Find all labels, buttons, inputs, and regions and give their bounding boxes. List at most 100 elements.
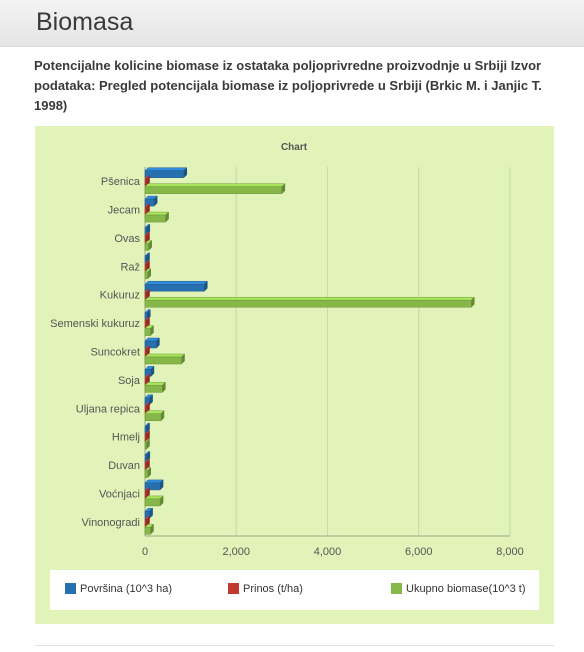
bar (144, 479, 164, 491)
category-label: Hmelj (112, 432, 140, 444)
bar (144, 515, 151, 527)
bar-front-face (144, 405, 147, 414)
category-label: Duvan (108, 460, 140, 472)
bar-top-face (144, 280, 208, 285)
bar (144, 337, 161, 349)
bar (144, 487, 151, 499)
bar (144, 203, 151, 215)
bar-front-face (144, 271, 148, 280)
bar-front-face (144, 490, 147, 499)
x-tick-label: 6,000 (405, 546, 433, 558)
bar (144, 252, 151, 264)
bar-front-face (144, 186, 283, 194)
bar-top-face (144, 167, 188, 171)
bar (144, 495, 164, 507)
bar-front-face (144, 356, 182, 365)
x-tick-label: 2,000 (222, 546, 250, 558)
category-label: Uljana repica (76, 403, 141, 415)
category-label: Vinonogradi (81, 517, 140, 529)
x-tick-label: 0 (142, 546, 148, 558)
bar-front-face (144, 482, 161, 491)
bar (144, 325, 155, 337)
bar-front-face (144, 263, 147, 272)
bar (144, 183, 286, 195)
bar-front-face (144, 498, 161, 507)
bar-front-face (144, 413, 162, 422)
bar (144, 260, 151, 272)
chart-legend: Površina (10^3 ha) Prinos (t/ha) Ukupno … (50, 570, 539, 610)
bar (144, 422, 151, 434)
bar-front-face (144, 377, 147, 385)
bar-front-face (144, 255, 147, 264)
chart-panel (35, 126, 554, 624)
bar-top-face (144, 211, 170, 216)
category-label: Pšenica (101, 176, 141, 188)
bar (144, 381, 166, 393)
bar (144, 296, 475, 308)
category-label: Voćnjaci (99, 488, 140, 500)
legend-label-area: Površina (10^3 ha) (80, 583, 172, 595)
category-label: Ovas (114, 233, 140, 245)
legend-item-yield: Prinos (t/ha) (228, 583, 303, 595)
bar-top-face (144, 382, 166, 386)
bar (144, 268, 152, 280)
bar (144, 523, 155, 535)
bar-front-face (144, 340, 157, 349)
bar-top-face (144, 296, 475, 301)
bar-top-face (144, 353, 186, 358)
category-label: Soja (118, 375, 141, 387)
bar (144, 507, 154, 519)
bar-front-face (144, 299, 472, 308)
bar (144, 410, 165, 422)
bar (144, 402, 151, 414)
x-tick-label: 8,000 (496, 546, 524, 558)
bar (144, 450, 151, 463)
bar-front-face (144, 170, 185, 178)
bar (144, 353, 186, 365)
bar (144, 438, 151, 450)
bar-front-face (144, 385, 163, 393)
chart-description: Potencijalne kolicine biomase iz ostatak… (34, 58, 542, 113)
chart-title: Chart (281, 142, 308, 153)
category-label: Semenski kukuruz (50, 318, 140, 330)
bar (144, 231, 151, 244)
legend-swatch-area (65, 583, 76, 594)
bar-front-face (144, 178, 147, 186)
legend-item-area: Površina (10^3 ha) (65, 583, 172, 595)
bar-front-face (144, 320, 147, 328)
bar (144, 466, 152, 479)
bar-front-face (144, 425, 147, 434)
bar-front-face (144, 214, 166, 223)
bar-front-face (144, 283, 205, 292)
bar (144, 211, 170, 223)
bar-front-face (144, 519, 147, 527)
bar (144, 239, 153, 252)
bar-top-face (144, 183, 286, 187)
legend-swatch-biomass (391, 583, 402, 594)
page-header: Biomasa (0, 0, 584, 47)
bar (144, 317, 151, 329)
category-label: Raž (120, 261, 140, 273)
bar (144, 195, 158, 207)
bar (144, 167, 188, 179)
bar-front-face (144, 433, 147, 442)
bar (144, 309, 151, 321)
bar-front-face (144, 470, 148, 478)
bar (144, 223, 151, 236)
bar-front-face (144, 235, 147, 243)
bar-front-face (144, 227, 148, 235)
bar (144, 280, 208, 292)
bar (144, 365, 155, 377)
page-title: Biomasa (36, 8, 134, 36)
bar-front-face (144, 441, 147, 450)
bar-front-face (144, 462, 147, 470)
legend-label-biomass: Ukupno biomase(10^3 t) (406, 583, 526, 595)
bar-front-face (144, 454, 148, 462)
bar (144, 288, 151, 300)
bar (144, 373, 151, 385)
legend-swatch-yield (228, 583, 239, 594)
x-tick-label: 4,000 (314, 546, 342, 558)
bar-front-face (144, 527, 151, 535)
bar-front-face (144, 206, 147, 215)
bar-front-face (144, 348, 147, 357)
